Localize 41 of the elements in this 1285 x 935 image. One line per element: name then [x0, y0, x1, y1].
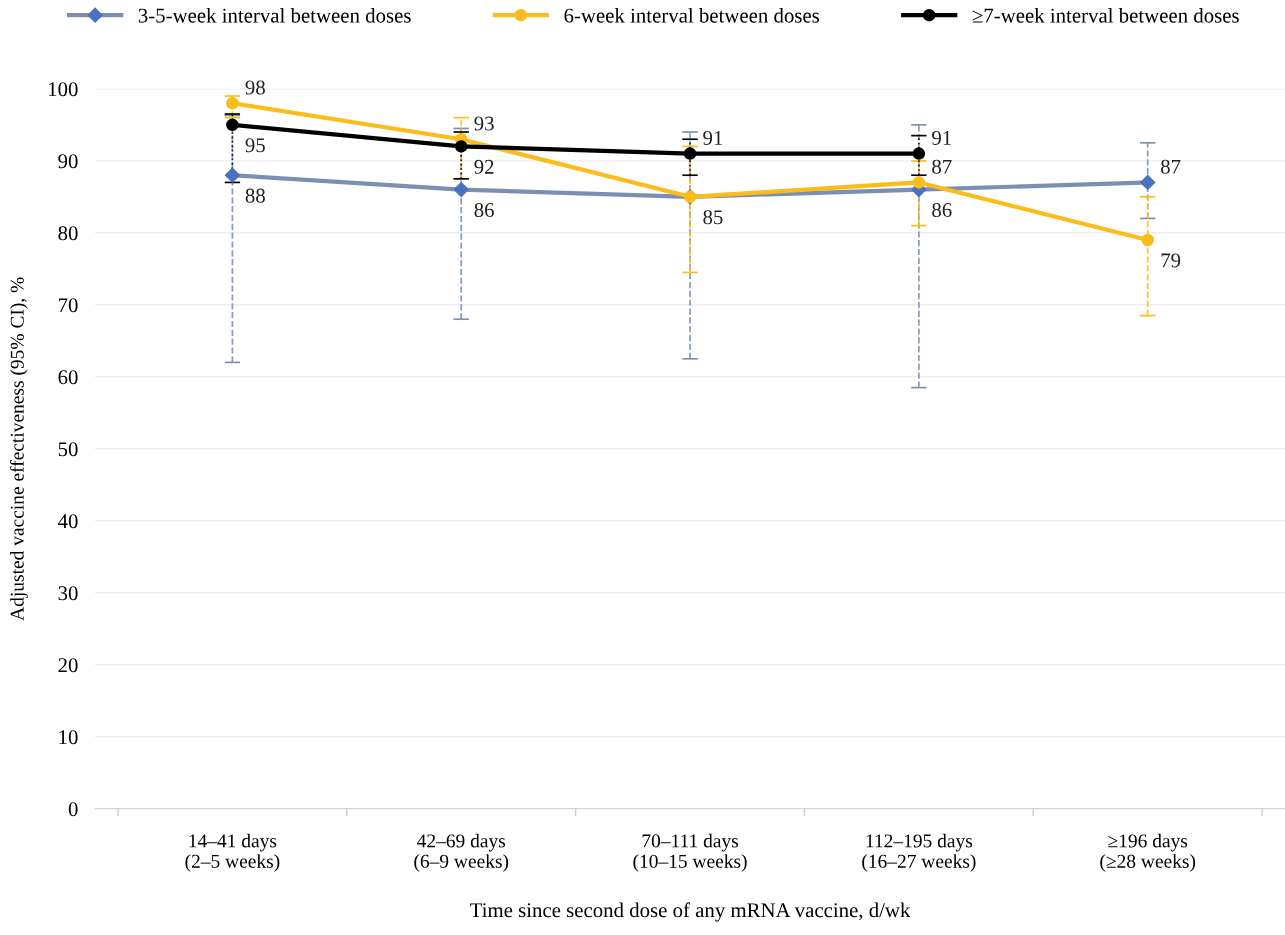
x-tick-label: ≥196 days (≥28 weeks): [1100, 833, 1196, 872]
y-tick-label: 50: [58, 442, 78, 457]
y-tick-label: 20: [58, 658, 78, 673]
y-tick-label: 60: [58, 370, 78, 385]
data-label: 88: [245, 188, 265, 203]
data-label: 91: [932, 130, 951, 145]
point: [226, 118, 239, 132]
legend-label: 6-week interval between doses: [564, 7, 820, 23]
y-tick-label: 100: [49, 82, 78, 97]
data-label: 87: [932, 159, 952, 174]
y-tick-label: 70: [58, 298, 78, 313]
legend-label: 3-5-week interval between doses: [138, 7, 411, 23]
data-label: 87: [1161, 159, 1181, 174]
y-tick-label: 90: [58, 154, 78, 169]
data-label: 91: [703, 130, 723, 145]
y-tick-label: 80: [58, 226, 78, 241]
x-tick-label: 42–69 days (6–9 weeks): [414, 833, 509, 872]
data-label: 95: [245, 138, 265, 153]
x-tick-label: 70–111 days (10–15 weeks): [633, 833, 747, 872]
point: [226, 96, 239, 110]
data-label: 93: [474, 116, 494, 131]
legend-label: ≥7-week interval between doses: [972, 7, 1239, 23]
point: [1141, 233, 1154, 247]
data-label: 98: [245, 80, 265, 95]
point: [683, 147, 697, 160]
data-label: 79: [1161, 253, 1181, 268]
x-tick-label: 14–41 days (2–5 weeks): [185, 833, 280, 872]
data-label: 86: [932, 203, 952, 218]
data-label: 86: [474, 203, 494, 218]
data-label: 85: [703, 210, 723, 225]
x-tick-label: 112–195 days (16–27 weeks): [862, 833, 976, 872]
data-label: 92: [474, 159, 494, 174]
y-tick-label: 30: [58, 586, 78, 601]
y-tick-label: 0: [68, 802, 78, 817]
x-axis-title: Time since second dose of any mRNA vaccine, d/wk: [470, 902, 911, 922]
point: [454, 140, 468, 153]
y-tick-label: 10: [59, 730, 78, 745]
point: [912, 176, 926, 189]
y-tick-label: 40: [58, 514, 78, 529]
point: [912, 147, 926, 160]
y-axis-title: Adjusted vaccine effectiveness (95% CI), %: [9, 277, 28, 621]
